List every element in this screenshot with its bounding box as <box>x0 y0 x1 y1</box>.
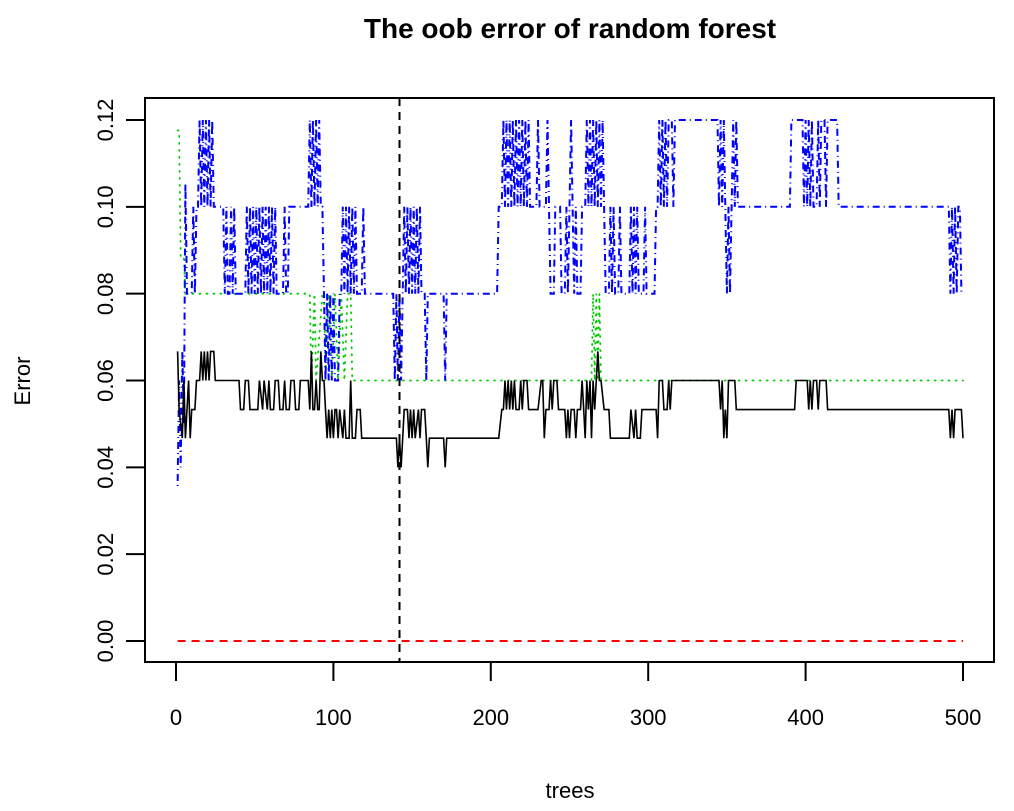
y-axis-label: Error <box>10 357 35 406</box>
x-axis-label: trees <box>546 778 595 803</box>
x-tick-label: 0 <box>170 705 182 730</box>
x-tick-label: 200 <box>472 705 509 730</box>
y-tick-label: 0.08 <box>93 272 118 315</box>
x-axis: 0 100 200 300 400 500 <box>170 661 982 730</box>
x-tick-label: 100 <box>315 705 352 730</box>
chart-title: The oob error of random forest <box>364 13 776 44</box>
series-layer <box>176 98 964 662</box>
y-tick-label: 0.00 <box>93 620 118 663</box>
plot-frame <box>144 97 995 663</box>
x-tick-label: 400 <box>787 705 824 730</box>
y-tick-label: 0.12 <box>93 99 118 142</box>
x-tick-label: 300 <box>630 705 667 730</box>
y-tick-label: 0.10 <box>93 185 118 228</box>
y-tick-label: 0.04 <box>93 446 118 489</box>
series-oob <box>176 350 964 468</box>
y-tick-label: 0.02 <box>93 533 118 576</box>
y-tick-label: 0.06 <box>93 359 118 402</box>
series-class3 <box>176 119 963 487</box>
x-tick-label: 500 <box>945 705 982 730</box>
y-axis: 0.00 0.02 0.04 0.06 0.08 0.10 0.12 <box>93 99 146 663</box>
